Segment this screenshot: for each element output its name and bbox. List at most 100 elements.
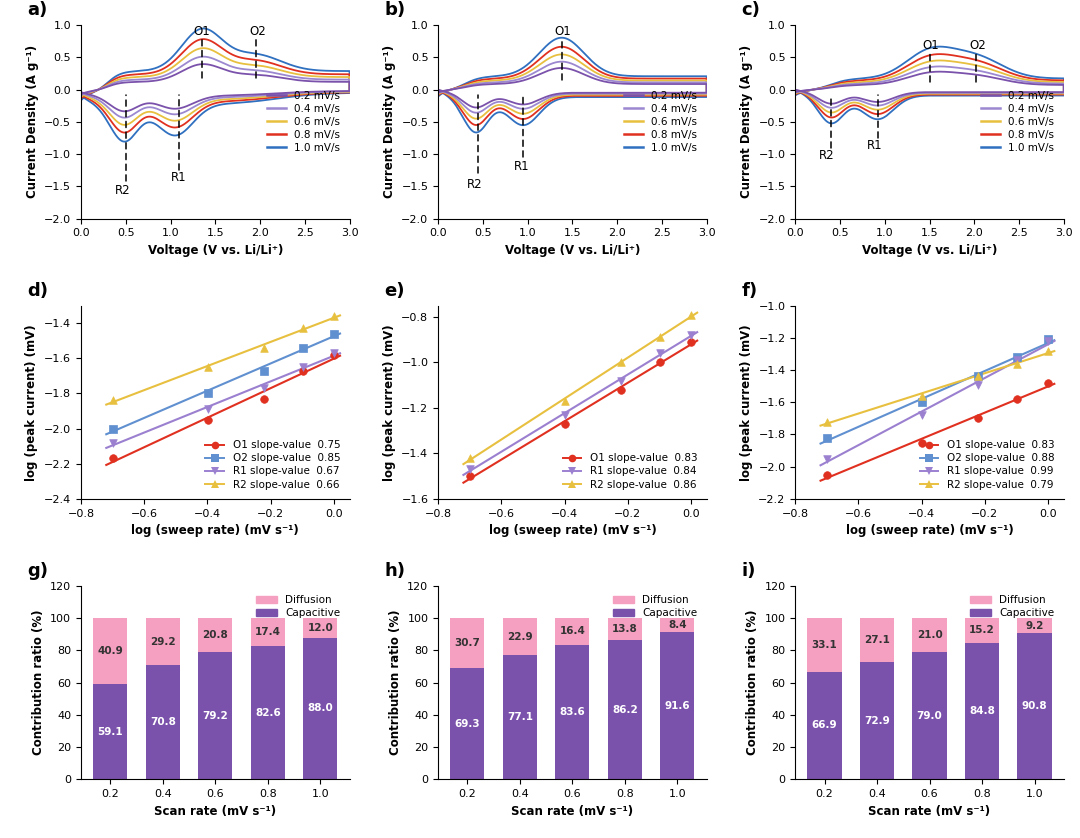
Point	[461, 452, 478, 465]
Text: 27.1: 27.1	[864, 635, 890, 645]
Point	[1039, 344, 1056, 357]
Text: 66.9: 66.9	[812, 721, 837, 731]
Bar	[913, 618, 946, 652]
Bar	[913, 652, 946, 779]
Text: O1: O1	[922, 39, 940, 52]
Bar	[555, 618, 590, 644]
Text: 15.2: 15.2	[969, 625, 995, 635]
Point	[255, 392, 272, 406]
Point	[105, 452, 122, 465]
Text: 84.8: 84.8	[969, 706, 995, 716]
Point	[325, 309, 342, 323]
Text: 83.6: 83.6	[559, 707, 585, 717]
Point	[914, 389, 931, 402]
Y-axis label: Contribution ratio (%): Contribution ratio (%)	[31, 610, 44, 755]
Bar	[251, 646, 285, 779]
Point	[914, 408, 931, 422]
Point	[612, 355, 630, 369]
Legend: 0.2 mV/s, 0.4 mV/s, 0.6 mV/s, 0.8 mV/s, 1.0 mV/s: 0.2 mV/s, 0.4 mV/s, 0.6 mV/s, 0.8 mV/s, …	[262, 86, 345, 158]
Text: c): c)	[742, 2, 760, 19]
Y-axis label: Contribution ratio (%): Contribution ratio (%)	[389, 610, 402, 755]
Point	[914, 436, 931, 449]
Bar	[860, 662, 894, 779]
Point	[612, 374, 630, 387]
Bar	[808, 618, 841, 671]
X-axis label: Voltage (V vs. Li/Li⁺): Voltage (V vs. Li/Li⁺)	[862, 244, 997, 256]
Bar	[503, 618, 537, 655]
Legend: O1 slope-value  0.75, O2 slope-value  0.85, R1 slope-value  0.67, R2 slope-value: O1 slope-value 0.75, O2 slope-value 0.85…	[201, 436, 345, 494]
X-axis label: Voltage (V vs. Li/Li⁺): Voltage (V vs. Li/Li⁺)	[148, 244, 283, 256]
Text: 17.4: 17.4	[255, 627, 281, 637]
Bar	[450, 668, 485, 779]
Point	[1009, 357, 1026, 370]
Point	[295, 341, 312, 354]
Text: R1: R1	[867, 139, 882, 152]
Point	[105, 394, 122, 407]
Y-axis label: Contribution ratio (%): Contribution ratio (%)	[746, 610, 759, 755]
Text: e): e)	[384, 282, 405, 300]
Text: 12.0: 12.0	[308, 623, 333, 633]
Text: d): d)	[27, 282, 49, 300]
Point	[819, 415, 836, 428]
Bar	[503, 655, 537, 779]
Point	[651, 331, 669, 344]
Legend: Diffusion, Capacitive: Diffusion, Capacitive	[252, 591, 345, 623]
Text: h): h)	[384, 562, 405, 580]
Text: 82.6: 82.6	[255, 708, 281, 718]
X-axis label: Scan rate (mV s⁻¹): Scan rate (mV s⁻¹)	[868, 804, 990, 818]
X-axis label: log (sweep rate) (mV s⁻¹): log (sweep rate) (mV s⁻¹)	[488, 525, 657, 537]
Text: f): f)	[742, 282, 758, 300]
Point	[612, 383, 630, 396]
Text: g): g)	[27, 562, 49, 580]
Point	[683, 328, 700, 342]
X-axis label: log (sweep rate) (mV s⁻¹): log (sweep rate) (mV s⁻¹)	[846, 525, 1013, 537]
Y-axis label: Current Density (A g⁻¹): Current Density (A g⁻¹)	[26, 45, 39, 199]
Text: 88.0: 88.0	[308, 703, 333, 713]
Point	[255, 364, 272, 377]
Point	[1009, 350, 1026, 364]
Text: 91.6: 91.6	[664, 701, 690, 711]
Bar	[93, 684, 127, 779]
Bar	[1017, 633, 1052, 779]
Text: R2: R2	[819, 149, 834, 163]
Bar	[860, 618, 894, 662]
Point	[651, 355, 669, 369]
Legend: Diffusion, Capacitive: Diffusion, Capacitive	[966, 591, 1058, 623]
Point	[969, 370, 986, 383]
Point	[819, 468, 836, 482]
Text: 69.3: 69.3	[455, 718, 481, 728]
Point	[255, 381, 272, 395]
X-axis label: Scan rate (mV s⁻¹): Scan rate (mV s⁻¹)	[154, 804, 276, 818]
Bar	[303, 638, 337, 779]
Text: 30.7: 30.7	[455, 638, 481, 648]
Text: 16.4: 16.4	[559, 626, 585, 636]
Text: 21.0: 21.0	[917, 630, 943, 640]
Bar	[608, 618, 642, 640]
Bar	[660, 618, 694, 632]
Legend: 0.2 mV/s, 0.4 mV/s, 0.6 mV/s, 0.8 mV/s, 1.0 mV/s: 0.2 mV/s, 0.4 mV/s, 0.6 mV/s, 0.8 mV/s, …	[620, 86, 701, 158]
Bar	[608, 640, 642, 779]
Bar	[146, 618, 180, 665]
Point	[461, 469, 478, 483]
Point	[556, 408, 573, 422]
Point	[105, 422, 122, 435]
Text: 9.2: 9.2	[1025, 621, 1043, 631]
Bar	[450, 618, 485, 668]
Point	[1039, 333, 1056, 346]
Y-axis label: log (peak current) (mV): log (peak current) (mV)	[740, 324, 753, 480]
Legend: 0.2 mV/s, 0.4 mV/s, 0.6 mV/s, 0.8 mV/s, 1.0 mV/s: 0.2 mV/s, 0.4 mV/s, 0.6 mV/s, 0.8 mV/s, …	[977, 86, 1058, 158]
Bar	[964, 643, 999, 779]
Text: R2: R2	[467, 178, 483, 190]
Y-axis label: Current Density (A g⁻¹): Current Density (A g⁻¹)	[382, 45, 395, 199]
Bar	[251, 618, 285, 646]
X-axis label: Voltage (V vs. Li/Li⁺): Voltage (V vs. Li/Li⁺)	[504, 244, 640, 256]
Text: O2: O2	[249, 25, 266, 38]
Point	[914, 396, 931, 409]
Point	[819, 431, 836, 444]
Point	[683, 308, 700, 321]
Text: a): a)	[27, 2, 48, 19]
Point	[556, 395, 573, 408]
Text: 72.9: 72.9	[864, 716, 890, 726]
Text: 40.9: 40.9	[97, 646, 123, 656]
Legend: O1 slope-value  0.83, O2 slope-value  0.88, R1 slope-value  0.99, R2 slope-value: O1 slope-value 0.83, O2 slope-value 0.88…	[916, 436, 1058, 494]
